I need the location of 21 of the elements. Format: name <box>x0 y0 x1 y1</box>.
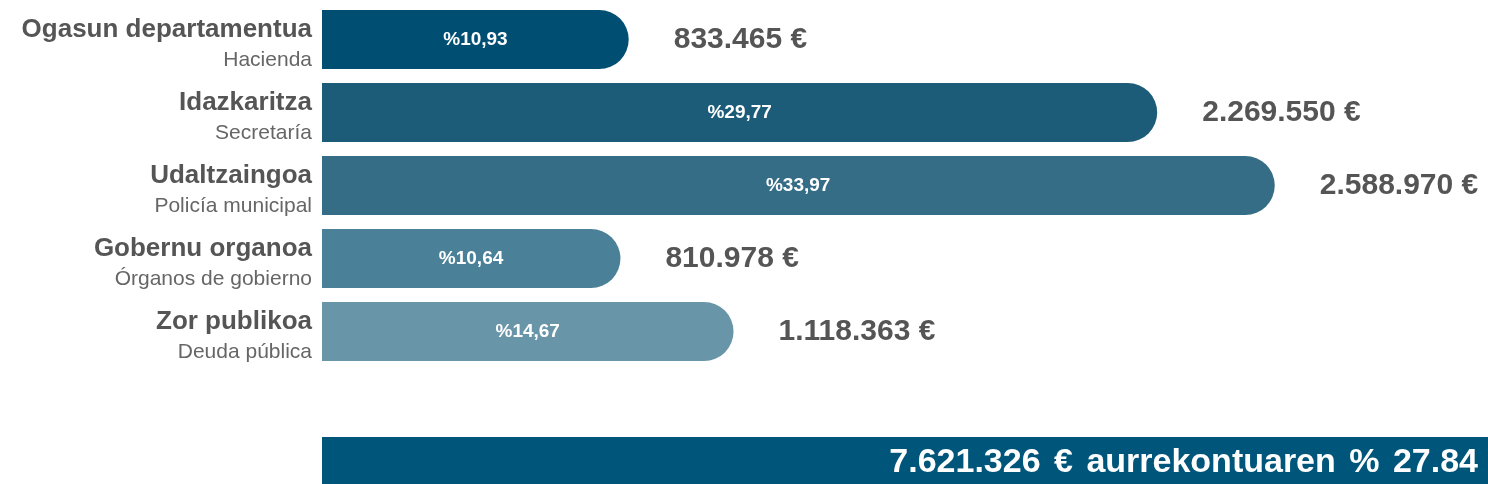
annotation: %10,93 <box>443 27 508 49</box>
data-label: 2.588.970 € <box>1319 166 1479 200</box>
annotation: %29,77 <box>707 100 772 122</box>
bar <box>322 155 1275 216</box>
y-tick-label: Idazkaritza Secretaría <box>179 85 313 143</box>
bar <box>322 228 621 289</box>
data-label: 1.118.363 € <box>778 312 936 346</box>
annotation: %14,67 <box>495 319 560 341</box>
bar <box>322 301 734 362</box>
annotation: %33,97 <box>765 173 831 195</box>
y-tick-label: Zor publikoa Deuda pública <box>156 304 313 362</box>
text: 7.621.326 € aurrekontuaren % 27.84 <box>889 441 1478 480</box>
data-label: 810.978 € <box>665 239 800 273</box>
data-label: 2.269.550 € <box>1202 93 1361 127</box>
bar <box>322 9 629 70</box>
y-tick-label: Udaltzaingoa Policía municipal <box>150 158 313 216</box>
bar <box>322 82 1158 143</box>
y-tick-label: Gobernu organoa Órganos de gobierno <box>93 231 313 289</box>
annotation: %10,64 <box>438 246 504 268</box>
y-tick-label: Ogasun departamentua Hacienda <box>21 12 313 70</box>
data-label: 833.465 € <box>673 20 808 54</box>
